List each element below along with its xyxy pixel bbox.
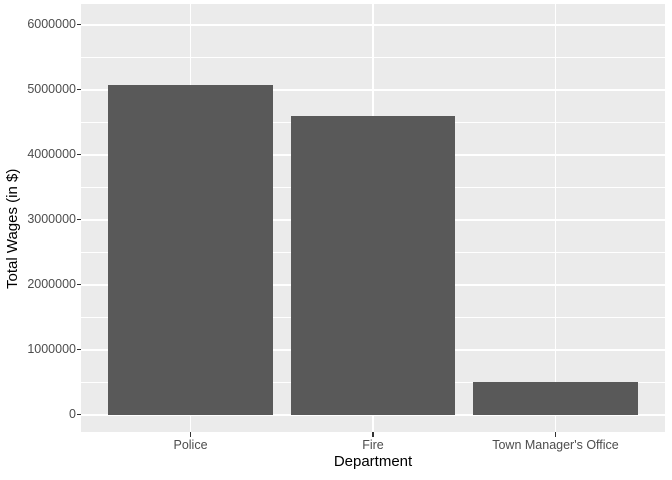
bar-town-manager-s-office	[473, 382, 638, 415]
y-tick-label: 5000000	[27, 82, 76, 97]
plot-panel	[81, 4, 665, 432]
y-tick-mark	[77, 154, 81, 156]
y-tick-label: 0	[69, 407, 76, 422]
y-tick-label: 6000000	[27, 17, 76, 32]
y-tick-label: 4000000	[27, 147, 76, 162]
x-axis-title: Department	[333, 453, 413, 470]
bar-police	[108, 85, 273, 415]
gridline-category	[554, 4, 557, 432]
x-tick-label: Fire	[362, 438, 384, 452]
y-tick-label: 3000000	[27, 212, 76, 227]
bar-fire	[290, 116, 456, 415]
y-axis-title: Total Wages (in $)	[4, 168, 21, 289]
x-tick-mark	[554, 432, 557, 437]
y-tick-label: 2000000	[27, 277, 76, 292]
x-tick-mark	[372, 432, 374, 437]
x-tick-label: Town Manager's Office	[492, 438, 619, 452]
y-tick-label: 1000000	[27, 342, 76, 357]
y-tick-mark	[77, 24, 81, 26]
x-tick-label: Police	[173, 438, 208, 452]
y-tick-mark	[77, 349, 81, 351]
y-tick-mark	[77, 89, 81, 91]
x-tick-mark	[189, 432, 192, 437]
y-tick-mark	[77, 219, 81, 221]
y-tick-mark	[77, 414, 81, 416]
y-tick-mark	[77, 284, 81, 286]
